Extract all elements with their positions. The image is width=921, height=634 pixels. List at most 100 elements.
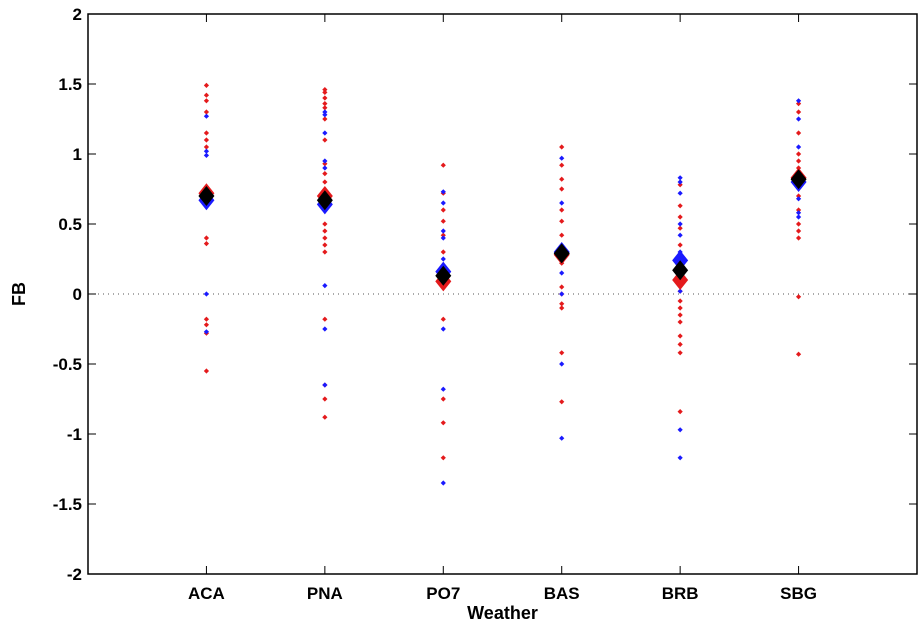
data-point bbox=[322, 396, 328, 402]
y-tick-label: 2 bbox=[73, 5, 82, 24]
data-point bbox=[795, 351, 802, 357]
data-point bbox=[559, 270, 565, 276]
data-point bbox=[677, 225, 683, 231]
data-point bbox=[322, 242, 328, 248]
data-point bbox=[795, 130, 802, 136]
data-point bbox=[322, 130, 328, 136]
data-point bbox=[559, 155, 565, 161]
data-point bbox=[795, 228, 802, 234]
data-point bbox=[440, 228, 446, 234]
data-point bbox=[677, 214, 683, 220]
y-tick-label: 1 bbox=[73, 145, 82, 164]
axis-ticks: -2 -1.5 -1 -0.5 0 0.5 1 1.5 2 ACA PNA PO7 BAS BRB SBG bbox=[53, 5, 917, 603]
y-axis-label: FB bbox=[9, 282, 29, 306]
y-tick-label: -1.5 bbox=[53, 495, 82, 514]
data-point bbox=[440, 455, 446, 461]
data-point bbox=[322, 283, 328, 289]
data-point bbox=[677, 182, 683, 188]
y-tick-label: -1 bbox=[67, 425, 82, 444]
data-point bbox=[677, 312, 683, 318]
data-point bbox=[559, 207, 565, 213]
data-point bbox=[322, 414, 328, 420]
mean-marker bbox=[435, 265, 452, 286]
data-point bbox=[322, 326, 328, 332]
x-tick-label: BAS bbox=[544, 584, 580, 603]
data-point bbox=[677, 298, 683, 304]
data-point bbox=[677, 333, 683, 339]
data-point bbox=[677, 232, 683, 238]
data-point bbox=[559, 176, 565, 182]
data-point bbox=[203, 235, 210, 241]
data-point bbox=[322, 95, 328, 101]
data-point bbox=[795, 101, 802, 107]
data-point bbox=[559, 291, 565, 297]
data-point bbox=[322, 101, 328, 107]
data-point bbox=[677, 203, 683, 209]
mean-marker bbox=[672, 260, 689, 281]
data-point bbox=[322, 179, 328, 185]
data-point bbox=[322, 382, 328, 388]
data-point bbox=[677, 179, 683, 185]
data-point bbox=[440, 420, 446, 426]
data-point bbox=[203, 144, 210, 150]
data-point bbox=[559, 232, 565, 238]
x-tick-label: SBG bbox=[780, 584, 817, 603]
data-point bbox=[559, 200, 565, 206]
mean-marker bbox=[553, 243, 570, 264]
data-point bbox=[203, 109, 210, 115]
data-point bbox=[795, 210, 802, 216]
data-point bbox=[440, 316, 446, 322]
data-point bbox=[203, 152, 210, 158]
data-point bbox=[559, 350, 565, 356]
data-point bbox=[677, 221, 683, 227]
data-point bbox=[440, 218, 446, 224]
data-point bbox=[322, 87, 328, 93]
data-point bbox=[322, 158, 328, 164]
data-point bbox=[795, 193, 802, 199]
data-point bbox=[795, 98, 802, 104]
data-point bbox=[440, 249, 446, 255]
data-point bbox=[322, 228, 328, 234]
data-point bbox=[203, 316, 210, 322]
data-point bbox=[795, 196, 802, 202]
data-point bbox=[795, 214, 802, 220]
data-point bbox=[322, 116, 328, 122]
data-point bbox=[322, 105, 328, 111]
data-point bbox=[440, 207, 446, 213]
x-axis-label: Weather bbox=[467, 603, 538, 623]
data-point bbox=[440, 200, 446, 206]
data-point bbox=[203, 137, 210, 143]
data-point bbox=[203, 148, 210, 154]
data-point bbox=[795, 294, 802, 300]
data-point bbox=[322, 161, 328, 167]
data-point bbox=[795, 221, 802, 227]
data-point bbox=[559, 399, 565, 405]
data-point bbox=[322, 137, 328, 143]
data-points bbox=[198, 82, 807, 486]
data-point bbox=[795, 235, 802, 241]
data-point bbox=[440, 396, 446, 402]
data-point bbox=[559, 284, 565, 290]
x-tick-label: PO7 bbox=[426, 584, 460, 603]
data-point bbox=[677, 190, 683, 196]
y-tick-label: 0.5 bbox=[58, 215, 82, 234]
data-point bbox=[440, 326, 446, 332]
data-point bbox=[322, 109, 328, 115]
data-point bbox=[559, 361, 565, 367]
mean-marker bbox=[198, 186, 215, 206]
data-point bbox=[203, 92, 210, 98]
data-point bbox=[440, 162, 446, 168]
data-point bbox=[677, 242, 683, 248]
data-point bbox=[559, 144, 565, 150]
y-tick-label: -2 bbox=[67, 565, 82, 584]
data-point bbox=[677, 455, 683, 461]
y-tick-label: 0 bbox=[73, 285, 82, 304]
data-point bbox=[795, 109, 802, 115]
data-point bbox=[203, 329, 210, 335]
data-point bbox=[677, 350, 683, 356]
data-point bbox=[322, 171, 328, 177]
data-point bbox=[322, 221, 328, 227]
data-point bbox=[203, 291, 210, 297]
data-point bbox=[203, 82, 210, 88]
